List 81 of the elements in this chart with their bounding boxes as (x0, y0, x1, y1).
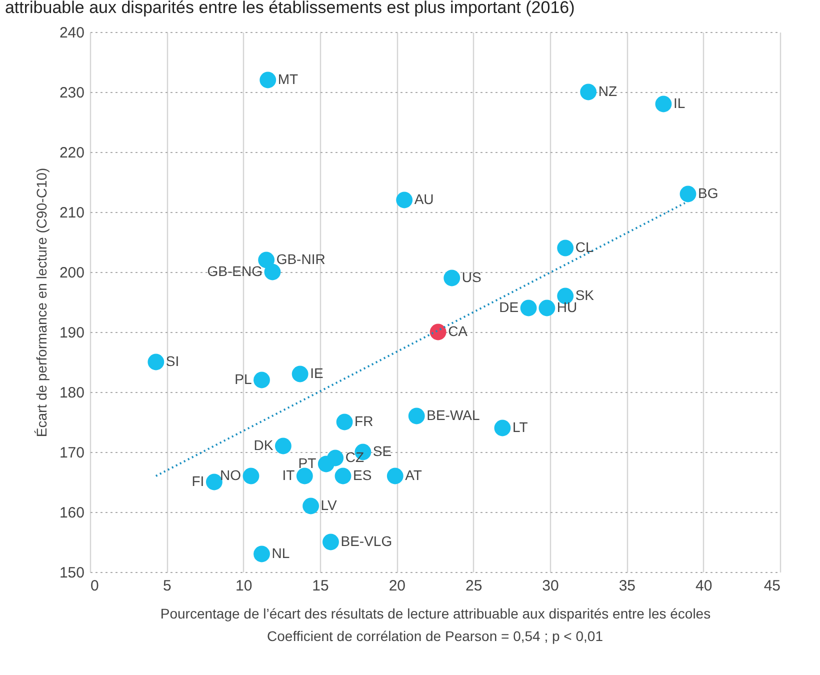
x-tick-label: 20 (388, 578, 406, 594)
x-axis-title: Pourcentage de l’écart des résultats de lecture attribuable aux disparités entre les écoles (160, 606, 711, 622)
point (334, 468, 352, 484)
point (322, 534, 339, 550)
point (430, 324, 446, 340)
annotation: US (462, 269, 482, 285)
annotation: ES (353, 467, 372, 483)
x-tick-label: 0 (90, 578, 99, 594)
annotation: SI (166, 353, 180, 369)
point (655, 96, 672, 112)
y-tick-label: 170 (59, 444, 84, 462)
y-axis-title: Écart de performance en lecture (C90-C10) (33, 168, 50, 438)
point (386, 468, 404, 484)
y-tick-label: 230 (59, 84, 84, 102)
annotation: MT (278, 71, 299, 87)
chart-title: attribuable aux disparités entre les établissements est plus important (2016) (4, 0, 575, 17)
annotation: LT (512, 419, 528, 435)
x-tick-label: 30 (542, 578, 559, 594)
annotation: IL (673, 95, 686, 111)
annotation: LV (320, 497, 338, 513)
point (292, 366, 308, 382)
point (206, 474, 222, 490)
x-tick-label: 25 (465, 578, 482, 594)
point (557, 240, 574, 256)
point (148, 354, 164, 370)
annotation: BE-VLG (340, 533, 392, 549)
annotation: BG (698, 185, 718, 201)
annotation: NO (220, 467, 242, 483)
annotation: CA (448, 323, 468, 339)
x-tick-label: 40 (695, 578, 712, 594)
annotation: BE-WAL (426, 407, 480, 423)
point (494, 420, 511, 436)
y-tick-label: 220 (59, 144, 84, 162)
y-tick-label: 240 (59, 24, 84, 42)
point (444, 270, 460, 286)
x-tick-label: 45 (764, 578, 780, 594)
point (318, 456, 334, 472)
annotation: FI (192, 473, 204, 489)
annotation: IT (282, 467, 296, 483)
y-tick-label: 160 (59, 504, 84, 522)
point (254, 372, 270, 388)
x-tick-label: 5 (162, 578, 172, 594)
point (254, 546, 270, 562)
annotation: GB-ENG (207, 263, 262, 279)
point (580, 84, 597, 100)
annotation: NL (272, 545, 290, 561)
annotation: AT (405, 467, 422, 483)
annotation: AU (414, 191, 434, 207)
point (296, 468, 313, 484)
text: Coefficient de corrélation de Pearson = 0,54 ; p < 0,01 (267, 628, 604, 644)
annotation: DE (499, 299, 519, 315)
point (538, 300, 556, 316)
annotation: DK (254, 437, 274, 453)
annotation: FR (354, 413, 374, 429)
point (336, 414, 353, 430)
point (260, 72, 276, 88)
annotation: SE (372, 443, 392, 459)
x-tick-label: 10 (235, 578, 252, 594)
annotation: GB-NIR (276, 251, 326, 267)
annotation: SK (575, 287, 595, 303)
annotation: HU (556, 299, 578, 315)
annotation: PL (234, 371, 252, 387)
x-tick-label: 35 (618, 578, 636, 594)
y-tick-label: 210 (59, 204, 84, 222)
point (302, 498, 320, 514)
y-tick-label: 200 (59, 264, 84, 282)
point (264, 264, 281, 280)
y-tick-label: 190 (59, 324, 84, 342)
point (680, 186, 696, 202)
point (274, 438, 292, 454)
point (396, 192, 413, 208)
point (242, 468, 260, 484)
x-tick-label: 15 (312, 578, 329, 594)
annotation: PT (298, 455, 317, 471)
annotation: CL (575, 239, 594, 255)
y-tick-label: 180 (59, 384, 84, 402)
annotation: IE (310, 365, 324, 381)
point (520, 300, 537, 316)
annotation: NZ (598, 83, 618, 99)
point (408, 408, 425, 424)
y-tick-label: 150 (59, 564, 84, 582)
